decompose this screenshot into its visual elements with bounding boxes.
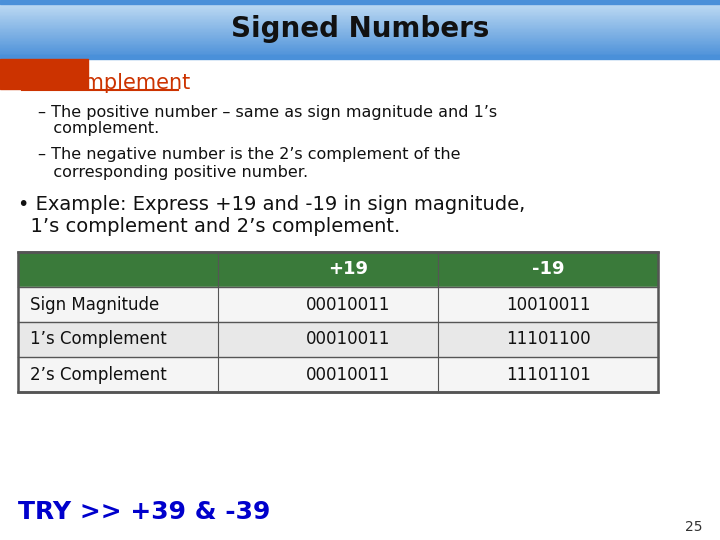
Text: Signed Numbers: Signed Numbers [231, 15, 489, 43]
Bar [0, 21, 720, 22]
Bar [0, 9, 720, 11]
Text: 11101101: 11101101 [505, 366, 590, 383]
Text: 2’s Complement: 2’s Complement [30, 366, 167, 383]
Text: • Example: Express +19 and -19 in sign magnitude,: • Example: Express +19 and -19 in sign m… [18, 195, 526, 214]
Bar [0, 19, 720, 21]
Bar [0, 6, 720, 8]
Text: TRY >> +39 & -39: TRY >> +39 & -39 [18, 500, 271, 524]
Bar [0, 32, 720, 34]
Bar [0, 38, 720, 39]
Bar [18, 252, 658, 287]
Bar [0, 55, 720, 59]
Bar [0, 22, 720, 24]
Bar [18, 287, 658, 322]
Bar [0, 17, 720, 19]
Bar [0, 30, 720, 32]
Bar [0, 29, 720, 31]
Bar [0, 0, 720, 2]
Bar [0, 48, 720, 50]
Text: 2’s complement: 2’s complement [22, 73, 190, 93]
Text: Sign Magnitude: Sign Magnitude [30, 295, 159, 314]
Bar [0, 59, 720, 540]
Bar [0, 51, 720, 53]
Bar [0, 57, 720, 58]
Bar [0, 35, 720, 37]
Text: 10010011: 10010011 [505, 295, 590, 314]
Bar [0, 46, 720, 49]
Text: – The positive number – same as sign magnitude and 1’s: – The positive number – same as sign mag… [38, 105, 497, 119]
Bar [0, 45, 720, 47]
Bar [0, 3, 720, 5]
Bar [0, 44, 720, 45]
Bar [0, 10, 720, 12]
Bar [0, 33, 720, 35]
Bar [0, 36, 720, 38]
Text: complement.: complement. [38, 122, 159, 137]
Bar [18, 357, 658, 392]
Bar [0, 39, 720, 41]
Bar [0, 7, 720, 9]
Bar [0, 52, 720, 54]
Text: 00010011: 00010011 [306, 330, 390, 348]
Bar [18, 252, 658, 392]
Text: 25: 25 [685, 520, 702, 534]
Bar [0, 40, 720, 43]
Bar [0, 11, 720, 14]
Bar [0, 53, 720, 56]
Bar [0, 2, 720, 3]
Text: +19: +19 [328, 260, 368, 279]
Bar [0, 13, 720, 15]
Bar [18, 322, 658, 357]
Text: 11101100: 11101100 [505, 330, 590, 348]
Bar [0, 0, 720, 4]
Bar [0, 16, 720, 18]
Text: 1’s complement and 2’s complement.: 1’s complement and 2’s complement. [18, 217, 400, 235]
Bar [0, 49, 720, 51]
Bar [0, 42, 720, 44]
Text: 00010011: 00010011 [306, 366, 390, 383]
Bar [0, 15, 720, 16]
Bar [0, 59, 88, 89]
Bar [0, 23, 720, 25]
Bar [0, 4, 720, 6]
Bar [0, 28, 720, 30]
Text: corresponding positive number.: corresponding positive number. [38, 165, 308, 179]
Bar [0, 25, 720, 26]
Text: 00010011: 00010011 [306, 295, 390, 314]
Text: -19: -19 [532, 260, 564, 279]
Text: – The negative number is the 2’s complement of the: – The negative number is the 2’s complem… [38, 147, 461, 163]
Bar [0, 26, 720, 28]
Bar [0, 55, 720, 57]
Text: 1’s Complement: 1’s Complement [30, 330, 167, 348]
